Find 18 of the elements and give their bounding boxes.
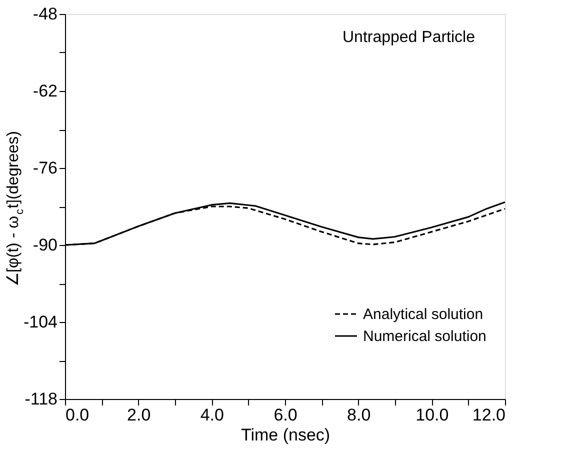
legend-label: Numerical solution: [363, 328, 486, 345]
x-axis-title: Time (nsec): [240, 426, 330, 444]
x-tick-label: 8.0: [347, 406, 371, 424]
y-axis-title: ∠[φ(t) - ωct](degrees): [5, 131, 26, 287]
x-tick-label: 10.0: [416, 406, 449, 424]
x-tick-label: 4.0: [200, 406, 224, 424]
x-tick-label: 6.0: [274, 406, 298, 424]
y-tick-label: -48: [32, 4, 58, 24]
annotation: Untrapped Particle: [342, 29, 476, 46]
y-tick-label: -104: [23, 312, 58, 332]
legend-label: Analytical solution: [363, 306, 484, 323]
y-tick-label: -76: [32, 158, 58, 178]
y-tick-label: -118: [24, 390, 58, 408]
y-tick-label: -90: [32, 236, 58, 254]
x-tick-label: 0.0: [66, 406, 90, 424]
y-tick-label: -62: [32, 82, 58, 100]
x-tick-label: 12.0: [472, 406, 506, 424]
x-tick-label: 2.0: [127, 406, 151, 424]
